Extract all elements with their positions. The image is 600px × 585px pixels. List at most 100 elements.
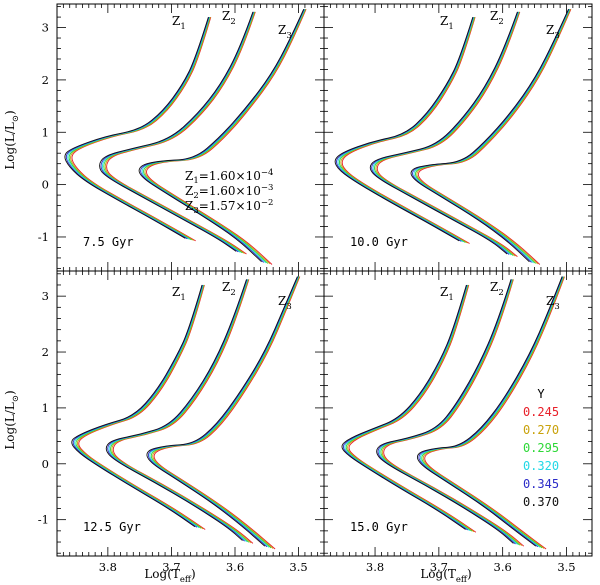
isochrone-z1-y0270 <box>76 284 205 530</box>
isochrone-z3-y0370 <box>416 276 563 547</box>
isochrone-z1-y0320 <box>337 16 475 243</box>
isochrone-z1-y0370 <box>64 16 209 239</box>
metallicity-label-z1: Z1 <box>172 285 186 303</box>
isochrone-z2-y0295 <box>380 279 520 546</box>
y-tick-label: 3 <box>42 21 49 35</box>
legend-entry-y0345: 0.345 <box>523 477 559 491</box>
isochrone-z2-y0320 <box>379 279 518 545</box>
legend-entry-y0245: 0.245 <box>523 405 559 419</box>
legend-title: Y <box>537 387 545 401</box>
isochrone-z1-y0320 <box>74 284 204 529</box>
isochrone-z2-y0320 <box>108 279 248 543</box>
panel-4: 3.8 3.7 3.6 3.5 Z1 Z2 Z3 15.0 Gyr <box>323 270 593 574</box>
y-tick-label: 1 <box>42 125 49 139</box>
x-axis-label-right: Log(Teff) <box>420 567 471 585</box>
isochrone-z2-y0245 <box>112 279 254 544</box>
isochrone-z1-y0345 <box>65 16 210 240</box>
isochrone-z1-y0345 <box>342 284 468 531</box>
isochrone-z1-y0295 <box>345 284 473 532</box>
isochrone-z1-y0320 <box>67 16 210 240</box>
isochrone-z2-y0320 <box>372 11 519 256</box>
isochrone-z2-y0370 <box>99 11 254 252</box>
isochrone-z2-y0245 <box>106 11 256 255</box>
y-tick-label: 2 <box>42 345 49 359</box>
x-tick-label: 3.8 <box>366 560 384 574</box>
isochrone-z2-y0345 <box>377 279 516 545</box>
metallicity-label-z2: Z2 <box>490 9 504 27</box>
metallicity-label-z2: Z2 <box>490 280 504 298</box>
metallicity-label-z3: Z3 <box>278 23 292 41</box>
isochrone-z3-y0320 <box>149 276 299 548</box>
isochrone-z3-y0370 <box>146 276 298 547</box>
age-label: 15.0 Gyr <box>350 520 408 534</box>
isochrone-z1-y0245 <box>78 284 206 530</box>
y-tick-label: 0 <box>42 178 49 192</box>
isochrone-z1-y0370 <box>341 284 467 530</box>
isochrone-z2-y0320 <box>101 11 255 253</box>
panel-2: Z1 Z2 Z3 10.0 Gyr <box>323 3 593 272</box>
svg-text:Log(L/L⊙): Log(L/L⊙) <box>3 390 21 449</box>
panels-group: -1 0 1 2 3 Z1 Z2 Z3 7.5 Gyr Z1 Z2 Z3 10.0 Gyr -1 0 1 2 3 3… <box>38 3 593 574</box>
isochrone-z1-y0295 <box>75 284 204 529</box>
isochrone-z2-y0270 <box>111 279 252 544</box>
panel-1: -1 0 1 2 3 Z1 Z2 Z3 7.5 Gyr <box>38 3 325 272</box>
isochrone-z2-y0370 <box>105 279 247 541</box>
isochrone-z1-y0370 <box>71 284 203 528</box>
metallicity-z2-value: Z2=1.60×10−3 <box>185 183 273 201</box>
panel-frame <box>56 3 325 272</box>
legend-entry-y0295: 0.295 <box>523 441 559 455</box>
isochrone-z1-y0245 <box>71 16 212 242</box>
isochrone-z1-y0270 <box>340 16 476 244</box>
x-tick-label: 3.6 <box>226 560 244 574</box>
isochrone-z2-y0270 <box>375 11 520 257</box>
y-tick-label: -1 <box>38 513 49 527</box>
isochrone-z1-y0245 <box>341 16 476 244</box>
y-axis-label-bottom: Log(L/L⊙) <box>3 390 21 449</box>
x-tick-label: 3.6 <box>494 560 512 574</box>
x-axis-label-left: Log(Teff) <box>144 567 195 585</box>
isochrone-z2-y0295 <box>103 11 255 254</box>
panel-3: -1 0 1 2 3 3.8 3.7 3.6 3.5 Z1 Z2 Z3 12.5 Gyr <box>38 270 325 574</box>
legend-entry-y0370: 0.370 <box>523 495 559 509</box>
isochrone-z2-y0345 <box>371 11 519 255</box>
x-tick-label: 3.5 <box>289 560 307 574</box>
age-label: 12.5 Gyr <box>83 520 141 534</box>
isochrone-z1-y0270 <box>70 16 211 241</box>
metallicity-label-z2: Z2 <box>222 280 236 298</box>
isochrone-z3-y0270 <box>416 9 571 265</box>
isochrone-z3-y0295 <box>415 9 571 264</box>
y-tick-label: 2 <box>42 73 49 87</box>
isochrone-z3-y0370 <box>138 9 305 263</box>
metallicity-label-z3: Z3 <box>546 23 560 41</box>
isochrone-z1-y0370 <box>334 16 474 242</box>
legend-entry-y0270: 0.270 <box>523 423 559 437</box>
metallicity-annotation: Z1=1.60×10−4 Z2=1.60×10−3 Z3=1.57×10−2 <box>185 168 273 216</box>
metallicity-label-z3: Z3 <box>546 294 560 312</box>
age-label: 7.5 Gyr <box>83 235 134 249</box>
isochrone-z1-y0295 <box>338 16 475 243</box>
age-label: 10.0 Gyr <box>350 235 408 249</box>
isochrone-z2-y0295 <box>110 279 249 543</box>
isochrone-z1-y0295 <box>68 16 211 241</box>
svg-text:Log(L/L⊙): Log(L/L⊙) <box>3 110 21 169</box>
isochrone-z2-y0345 <box>100 11 254 253</box>
isochrone-z2-y0295 <box>374 11 520 256</box>
isochrone-z1-y0245 <box>348 284 477 533</box>
y-axis-label-top: Log(L/L⊙) <box>3 110 21 169</box>
y-tick-label: 0 <box>42 457 49 471</box>
isochrone-z1-y0345 <box>336 16 474 242</box>
metallicity-z1-value: Z1=1.60×10−4 <box>185 168 273 186</box>
y-tick-label: -1 <box>38 230 49 244</box>
y-tick-label: 1 <box>42 401 49 415</box>
isochrone-z2-y0345 <box>107 279 248 542</box>
y-tick-label: 3 <box>42 289 49 303</box>
helium-legend: Y 0.245 0.270 0.295 0.320 0.345 0.370 <box>523 387 559 509</box>
metallicity-z3-value: Z3=1.57×10−2 <box>185 198 273 216</box>
metallicity-label-z1: Z1 <box>440 285 454 303</box>
isochrone-z2-y0370 <box>369 11 518 255</box>
x-tick-label: 3.7 <box>162 560 180 574</box>
isochrone-z1-y0345 <box>72 284 203 528</box>
x-tick-label: 3.7 <box>430 560 448 574</box>
legend-entry-y0320: 0.320 <box>523 459 559 473</box>
